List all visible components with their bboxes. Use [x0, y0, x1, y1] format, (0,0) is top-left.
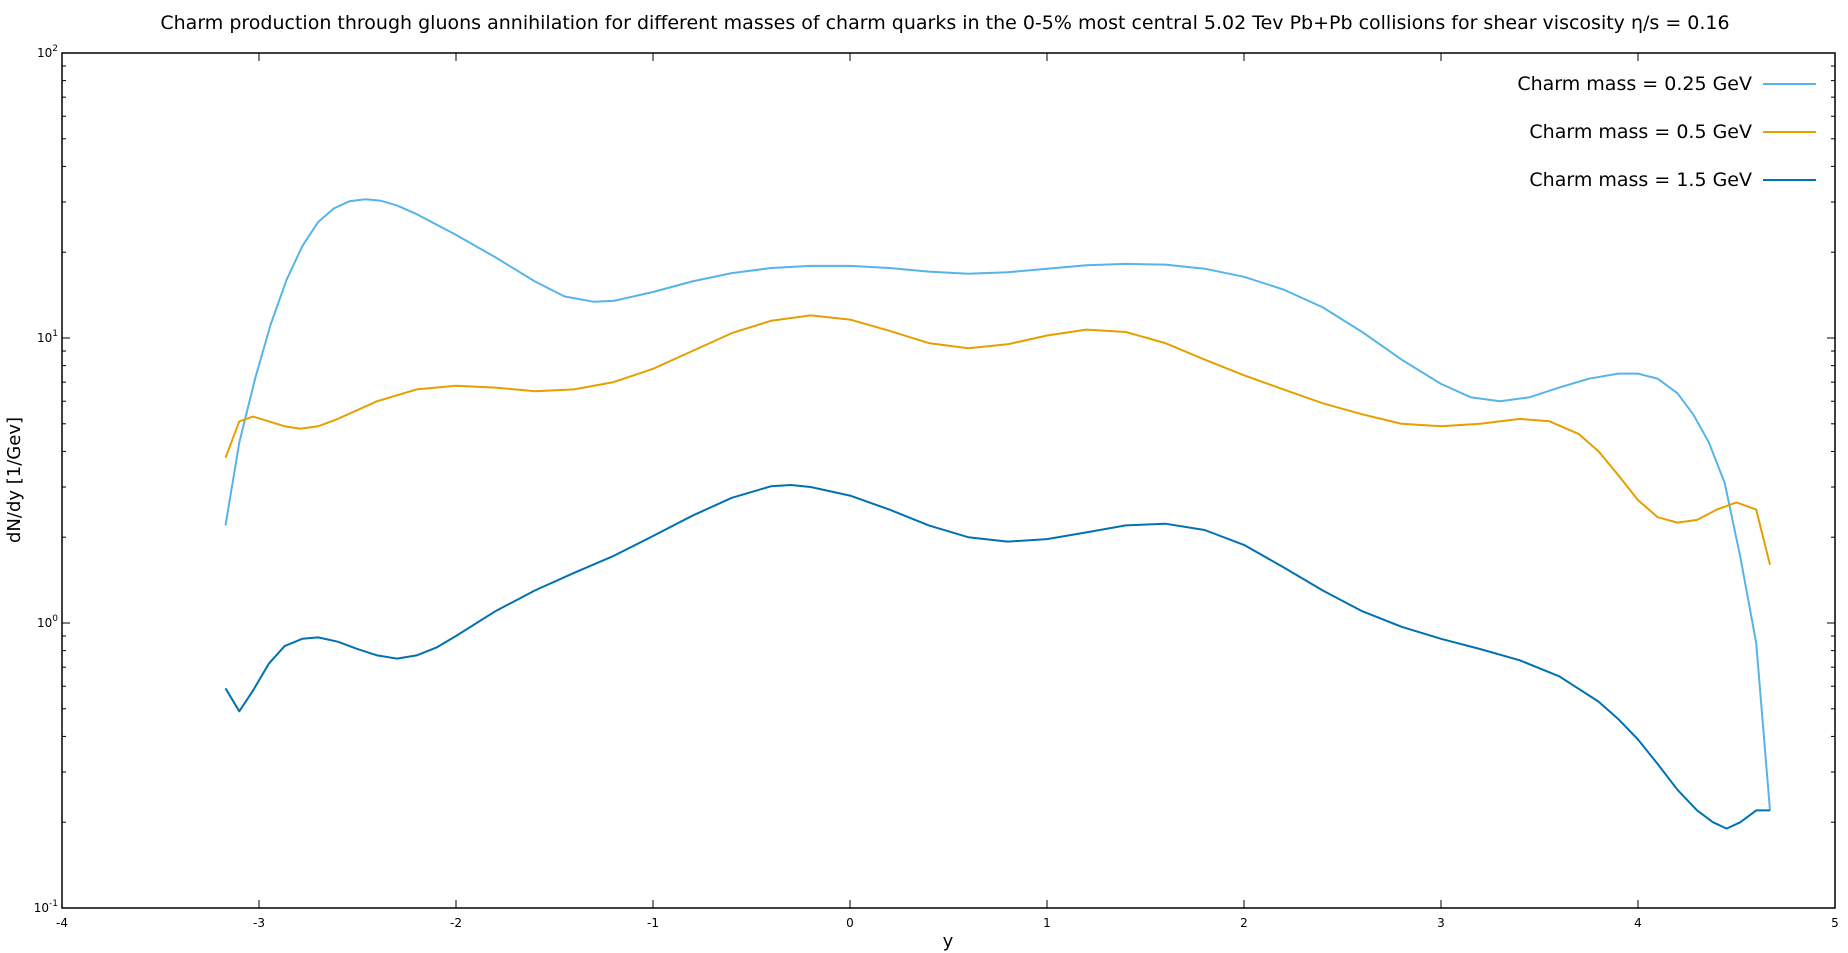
x-tick-label: 3 — [1437, 916, 1445, 930]
y-tick-label: 102 — [37, 44, 58, 60]
x-tick-label: 4 — [1634, 916, 1642, 930]
legend-label: Charm mass = 0.25 GeV — [1517, 73, 1752, 95]
series-line-3 — [224, 484, 1770, 830]
legend: Charm mass = 0.25 GeV Charm mass = 0.5 Ge… — [1517, 73, 1816, 191]
x-tick-label: -4 — [56, 916, 68, 930]
plot-frame — [61, 52, 1836, 909]
x-tick-label: -2 — [450, 916, 462, 930]
y-tick-label: 101 — [37, 329, 58, 345]
x-tick-label: 0 — [846, 916, 854, 930]
x-tick-label: -3 — [253, 916, 265, 930]
y-axis-label: dN/dy [1/Gev] — [4, 417, 25, 543]
x-tick-label: 1 — [1043, 916, 1051, 930]
x-axis-label: y — [943, 931, 954, 952]
y-tick-label: 100 — [37, 614, 58, 630]
chart-title: Charm production through gluons annihila… — [160, 12, 1729, 34]
series-line-1 — [224, 198, 1771, 811]
x-tick-label: 5 — [1831, 916, 1839, 930]
x-tick-label: 2 — [1240, 916, 1248, 930]
series-line-2 — [224, 314, 1771, 566]
legend-label: Charm mass = 1.5 GeV — [1529, 169, 1752, 191]
x-tick-label: -1 — [647, 916, 659, 930]
legend-label: Charm mass = 0.5 GeV — [1529, 121, 1752, 143]
series-layer — [224, 198, 1771, 830]
axis-ticks: -4 -3 -2 -1 0 1 2 3 4 5 102 101 100 10-1 — [34, 44, 1839, 930]
y-tick-label: 10-1 — [34, 899, 58, 915]
